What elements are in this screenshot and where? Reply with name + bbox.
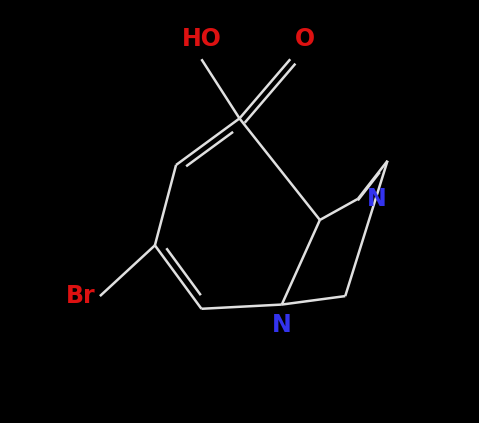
Text: N: N [366, 187, 386, 211]
Text: N: N [272, 313, 292, 337]
Text: Br: Br [66, 284, 96, 308]
Text: O: O [295, 27, 315, 51]
Text: HO: HO [182, 27, 221, 51]
